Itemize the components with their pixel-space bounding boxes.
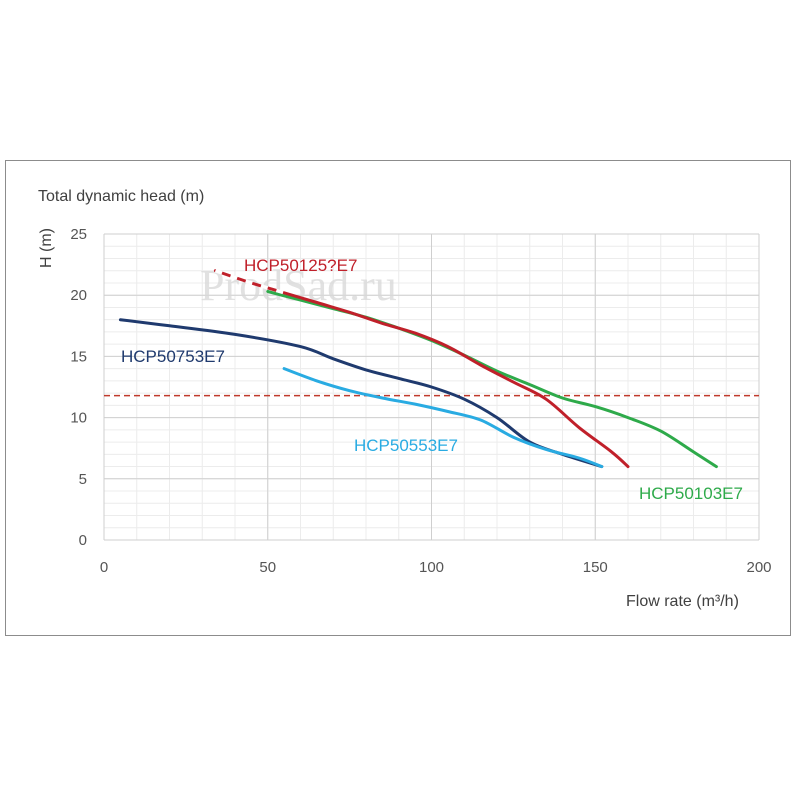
series-label-hcp50123e7: HCP50125?E7 — [244, 256, 357, 275]
y-axis-label: H (m) — [38, 228, 55, 268]
series-label-hcp50553e7: HCP50553E7 — [354, 436, 458, 455]
y-tick-label: 15 — [70, 348, 87, 365]
y-tick-label: 5 — [79, 471, 87, 488]
series-line-hcp50753e7 — [118, 318, 604, 469]
series-label-hcp50103e7: HCP50103E7 — [639, 484, 743, 503]
series-labels: HCP50753E7 HCP50553E7 HCP50125?E7 HCP50103E… — [121, 256, 743, 503]
x-tick-label: 0 — [100, 559, 108, 576]
series-line-hcp50553e7 — [282, 367, 604, 469]
x-tick-label: 50 — [259, 559, 276, 576]
major-grid — [103, 233, 760, 541]
y-tick-label: 0 — [79, 532, 87, 549]
series-line-hcp50103e7 — [266, 290, 718, 469]
chart-frame — [5, 160, 791, 636]
series-label-hcp50753e7: HCP50753E7 — [121, 347, 225, 366]
x-axis-label: Flow rate (m³/h) — [626, 593, 739, 610]
series-lines — [118, 269, 718, 469]
x-tick-labels: 0 50 100 150 200 — [100, 559, 772, 576]
series-line-dash-gap — [214, 269, 285, 295]
y-axis-title: Total dynamic head (m) — [38, 188, 204, 205]
y-tick-label: 25 — [70, 226, 87, 243]
x-tick-label: 150 — [583, 559, 608, 576]
y-tick-label: 10 — [70, 410, 87, 427]
x-tick-label: 100 — [419, 559, 444, 576]
series-line-hcp50123e7 — [213, 269, 630, 469]
y-tick-label: 20 — [70, 287, 87, 304]
watermark: ProdSad.ru — [200, 261, 397, 310]
y-tick-labels: 0 5 10 15 20 25 — [70, 226, 87, 549]
x-tick-label: 200 — [746, 559, 771, 576]
